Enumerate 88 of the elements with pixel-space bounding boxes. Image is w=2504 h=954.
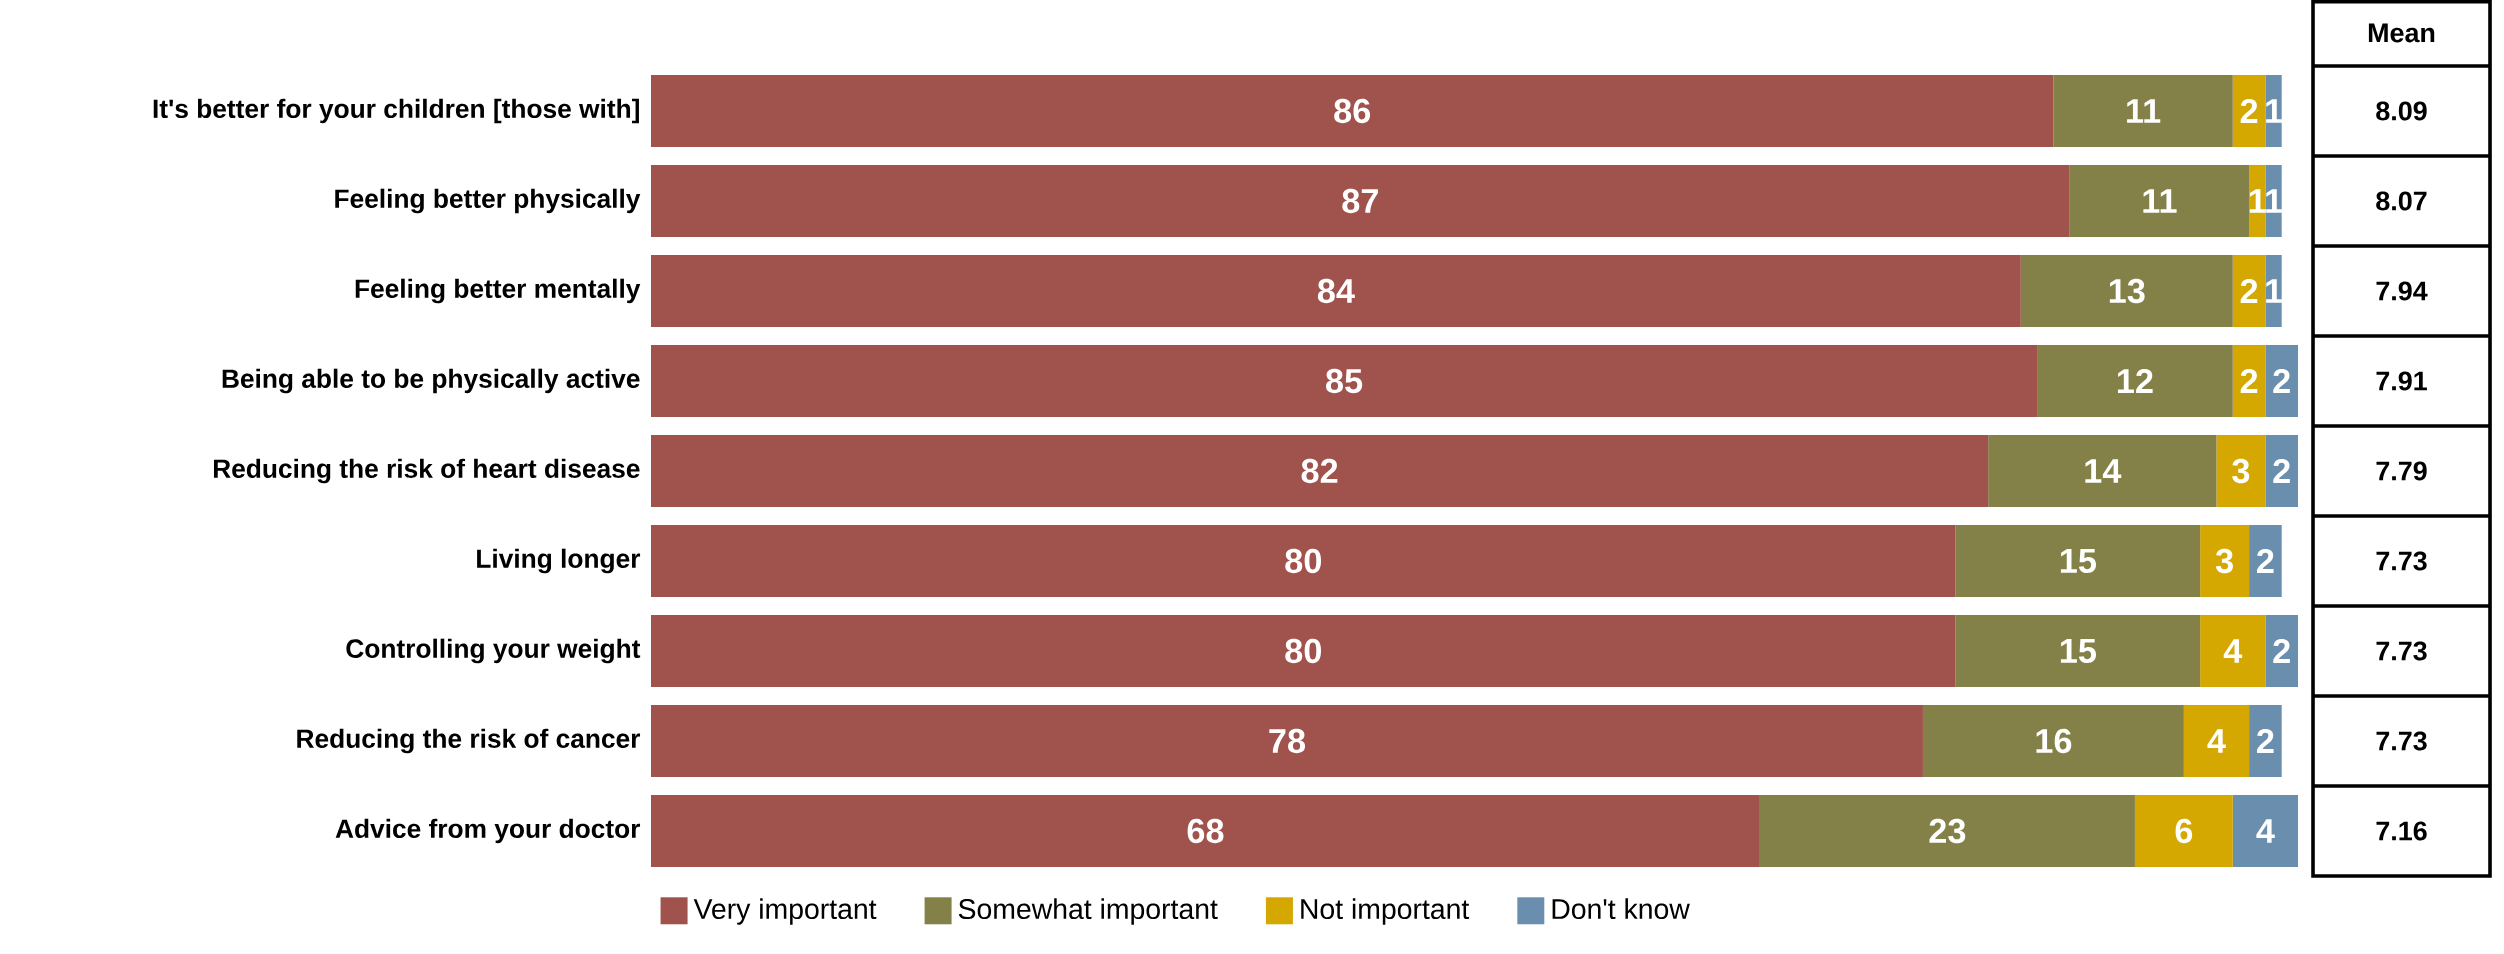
bar bbox=[1955, 525, 2201, 597]
data-label: 84 bbox=[1317, 278, 1355, 304]
data-label: 2 bbox=[2257, 548, 2274, 573]
text: 7.73 bbox=[2376, 731, 2427, 751]
data-label: 1 bbox=[2249, 189, 2266, 213]
data-label: 4 bbox=[2256, 819, 2275, 843]
bar bbox=[651, 345, 2038, 417]
legend-label: Very important bbox=[693, 898, 877, 925]
bar bbox=[2249, 705, 2282, 777]
bar bbox=[651, 705, 1923, 777]
data-label: 82 bbox=[1301, 458, 1338, 484]
data-label: 14 bbox=[2085, 459, 2122, 483]
data-label: 15 bbox=[2060, 549, 2096, 573]
bar bbox=[1922, 705, 2184, 777]
bar bbox=[651, 165, 2070, 238]
bar bbox=[2216, 435, 2266, 507]
data-label: 6 bbox=[2175, 818, 2193, 844]
bar bbox=[2232, 795, 2298, 867]
text: 7.16 bbox=[2376, 821, 2427, 841]
y-tick-label: Reducing the risk of heart disease bbox=[213, 458, 640, 484]
text: 7.73 bbox=[2376, 641, 2427, 661]
data-label: 78 bbox=[1269, 728, 1306, 754]
data-label: 23 bbox=[1929, 818, 1966, 844]
bar bbox=[2249, 525, 2282, 597]
data-label: 2 bbox=[2273, 458, 2290, 483]
bar bbox=[1759, 795, 2135, 867]
data-label: 68 bbox=[1187, 818, 1224, 844]
bar bbox=[2265, 435, 2298, 507]
bar bbox=[651, 435, 1989, 507]
data-label: 80 bbox=[1285, 548, 1322, 574]
bar bbox=[2200, 615, 2266, 687]
data-label: 13 bbox=[2109, 278, 2145, 304]
y-tick-label: Controlling your weight bbox=[346, 638, 641, 664]
data-label: 1 bbox=[2266, 189, 2283, 213]
y-tick-label: It's better for your children [those with] bbox=[153, 98, 639, 124]
data-label: 2 bbox=[2273, 368, 2290, 393]
bar bbox=[1988, 435, 2217, 507]
bar bbox=[651, 75, 2054, 148]
text: 7.91 bbox=[2376, 371, 2427, 391]
bar bbox=[2265, 345, 2298, 417]
text: 7.79 bbox=[2376, 461, 2427, 481]
text: 7.94 bbox=[2376, 281, 2428, 301]
data-label: 2 bbox=[2240, 278, 2258, 303]
y-tick-label: Being able to be physically active bbox=[222, 368, 640, 394]
data-label: 2 bbox=[2273, 638, 2290, 663]
bar bbox=[2134, 795, 2233, 867]
y-tick-label: Advice from your doctor bbox=[335, 818, 641, 844]
y-tick-label: Living longer bbox=[477, 548, 641, 574]
data-label: 1 bbox=[2266, 279, 2283, 303]
text: 8.07 bbox=[2376, 191, 2427, 211]
data-label: 4 bbox=[2207, 729, 2226, 753]
text: 7.73 bbox=[2376, 551, 2427, 571]
data-label: 12 bbox=[2117, 368, 2153, 393]
data-label: 15 bbox=[2060, 639, 2096, 663]
bar bbox=[651, 615, 1956, 687]
bar bbox=[2053, 75, 2233, 148]
data-label: 11 bbox=[2143, 189, 2177, 213]
y-tick-label: Reducing the risk of cancer bbox=[297, 728, 641, 754]
bar bbox=[2265, 615, 2298, 687]
text: 8.09 bbox=[2376, 101, 2427, 121]
bar bbox=[2020, 255, 2233, 328]
bar bbox=[2200, 525, 2250, 597]
data-label: 1 bbox=[2266, 99, 2283, 123]
bar bbox=[2069, 165, 2250, 238]
legend-label: Not important bbox=[1301, 898, 1470, 925]
bar bbox=[651, 255, 2021, 328]
bar bbox=[2183, 705, 2250, 777]
bar bbox=[1955, 615, 2201, 687]
text: Mean bbox=[2368, 23, 2435, 43]
data-label: 80 bbox=[1285, 638, 1322, 664]
legend-label: Somewhat important bbox=[958, 898, 1218, 925]
data-label: 3 bbox=[2232, 458, 2250, 484]
data-label: 16 bbox=[2036, 728, 2072, 754]
y-tick-label: Feeling better physically bbox=[335, 188, 641, 214]
bar bbox=[651, 525, 1956, 597]
data-label: 2 bbox=[2240, 368, 2258, 393]
y-tick-label: Feeling better mentally bbox=[355, 278, 641, 304]
data-label: 86 bbox=[1334, 98, 1371, 124]
data-label: 3 bbox=[2215, 548, 2233, 574]
bar bbox=[651, 795, 1760, 867]
legend-label: Don't know bbox=[1552, 898, 1690, 920]
data-label: 4 bbox=[2223, 639, 2243, 663]
data-label: 87 bbox=[1342, 188, 1378, 214]
data-label: 2 bbox=[2240, 98, 2258, 123]
bar bbox=[2037, 345, 2233, 417]
data-label: 2 bbox=[2257, 728, 2274, 753]
data-label: 85 bbox=[1326, 368, 1363, 394]
data-label: 11 bbox=[2127, 99, 2161, 123]
